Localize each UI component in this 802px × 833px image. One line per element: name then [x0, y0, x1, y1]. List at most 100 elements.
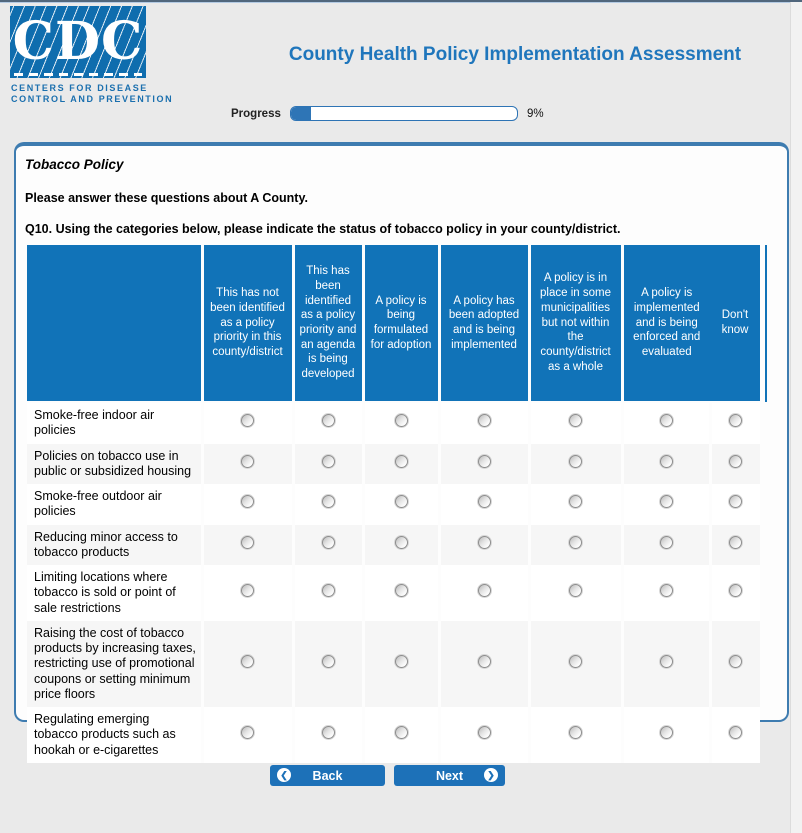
- radio-button[interactable]: [729, 535, 743, 549]
- radio-cell[interactable]: [291, 524, 363, 565]
- radio-cell[interactable]: [620, 565, 710, 621]
- radio-cell[interactable]: [620, 484, 710, 525]
- radio-cell[interactable]: [361, 524, 439, 565]
- radio-cell[interactable]: [200, 707, 293, 763]
- radio-cell[interactable]: [708, 524, 760, 565]
- radio-button[interactable]: [321, 414, 335, 428]
- radio-cell[interactable]: [437, 565, 529, 621]
- radio-button[interactable]: [659, 454, 673, 468]
- radio-button[interactable]: [729, 654, 743, 668]
- radio-cell[interactable]: [291, 620, 363, 707]
- radio-button[interactable]: [659, 654, 673, 668]
- radio-button[interactable]: [477, 495, 491, 509]
- radio-button[interactable]: [569, 454, 582, 468]
- radio-cell[interactable]: [361, 620, 439, 707]
- next-button[interactable]: Next ❯: [394, 765, 505, 786]
- radio-button[interactable]: [394, 414, 408, 428]
- radio-button[interactable]: [241, 535, 254, 549]
- radio-cell[interactable]: [527, 443, 622, 484]
- radio-cell[interactable]: [291, 565, 363, 621]
- radio-button[interactable]: [477, 725, 491, 739]
- radio-cell[interactable]: [200, 443, 293, 484]
- radio-cell[interactable]: [361, 565, 439, 621]
- radio-button[interactable]: [477, 454, 491, 468]
- radio-button[interactable]: [477, 535, 491, 549]
- radio-button[interactable]: [394, 583, 408, 597]
- radio-button[interactable]: [241, 454, 254, 468]
- radio-button[interactable]: [321, 535, 335, 549]
- radio-cell[interactable]: [437, 524, 529, 565]
- radio-cell[interactable]: [437, 620, 529, 707]
- radio-cell[interactable]: [437, 484, 529, 525]
- radio-cell[interactable]: [291, 443, 363, 484]
- radio-cell[interactable]: [708, 443, 760, 484]
- radio-cell[interactable]: [527, 565, 622, 621]
- radio-cell[interactable]: [708, 565, 760, 621]
- radio-cell[interactable]: [620, 707, 710, 763]
- radio-button[interactable]: [394, 725, 408, 739]
- radio-button[interactable]: [569, 414, 582, 428]
- radio-button[interactable]: [321, 654, 335, 668]
- radio-cell[interactable]: [708, 620, 760, 707]
- radio-cell[interactable]: [527, 524, 622, 565]
- radio-button[interactable]: [659, 495, 673, 509]
- radio-cell[interactable]: [437, 707, 529, 763]
- radio-cell[interactable]: [620, 443, 710, 484]
- radio-button[interactable]: [241, 725, 254, 739]
- radio-cell[interactable]: [291, 484, 363, 525]
- radio-cell[interactable]: [361, 707, 439, 763]
- radio-cell[interactable]: [361, 443, 439, 484]
- radio-button[interactable]: [321, 583, 335, 597]
- radio-cell[interactable]: [527, 402, 622, 444]
- scrollbar[interactable]: [790, 2, 802, 833]
- radio-button[interactable]: [729, 454, 743, 468]
- radio-cell[interactable]: [527, 707, 622, 763]
- radio-button[interactable]: [477, 583, 491, 597]
- radio-cell[interactable]: [200, 524, 293, 565]
- radio-button[interactable]: [729, 583, 743, 597]
- radio-button[interactable]: [659, 535, 673, 549]
- radio-button[interactable]: [394, 495, 408, 509]
- radio-cell[interactable]: [200, 620, 293, 707]
- radio-button[interactable]: [321, 454, 335, 468]
- radio-button[interactable]: [659, 583, 673, 597]
- back-button[interactable]: ❮ Back: [270, 765, 385, 786]
- radio-button[interactable]: [321, 495, 335, 509]
- radio-button[interactable]: [321, 725, 335, 739]
- radio-cell[interactable]: [361, 484, 439, 525]
- radio-button[interactable]: [569, 725, 582, 739]
- radio-button[interactable]: [241, 654, 254, 668]
- radio-cell[interactable]: [527, 620, 622, 707]
- radio-button[interactable]: [569, 583, 582, 597]
- radio-button[interactable]: [477, 654, 491, 668]
- radio-cell[interactable]: [620, 402, 710, 444]
- radio-cell[interactable]: [361, 402, 439, 444]
- radio-button[interactable]: [394, 454, 408, 468]
- radio-cell[interactable]: [708, 402, 760, 444]
- radio-button[interactable]: [241, 414, 254, 428]
- radio-button[interactable]: [569, 495, 582, 509]
- radio-button[interactable]: [569, 654, 582, 668]
- radio-button[interactable]: [241, 583, 254, 597]
- radio-button[interactable]: [659, 414, 673, 428]
- radio-cell[interactable]: [437, 402, 529, 444]
- radio-cell[interactable]: [527, 484, 622, 525]
- radio-cell[interactable]: [291, 707, 363, 763]
- radio-cell[interactable]: [200, 484, 293, 525]
- radio-cell[interactable]: [620, 620, 710, 707]
- radio-cell[interactable]: [708, 707, 760, 763]
- radio-cell[interactable]: [200, 565, 293, 621]
- radio-cell[interactable]: [291, 402, 363, 444]
- radio-cell[interactable]: [620, 524, 710, 565]
- radio-cell[interactable]: [200, 402, 293, 444]
- radio-button[interactable]: [729, 495, 743, 509]
- radio-cell[interactable]: [708, 484, 760, 525]
- radio-button[interactable]: [729, 414, 743, 428]
- radio-button[interactable]: [659, 725, 673, 739]
- radio-button[interactable]: [241, 495, 254, 509]
- radio-button[interactable]: [729, 725, 743, 739]
- radio-cell[interactable]: [437, 443, 529, 484]
- radio-button[interactable]: [477, 414, 491, 428]
- radio-button[interactable]: [394, 535, 408, 549]
- radio-button[interactable]: [569, 535, 582, 549]
